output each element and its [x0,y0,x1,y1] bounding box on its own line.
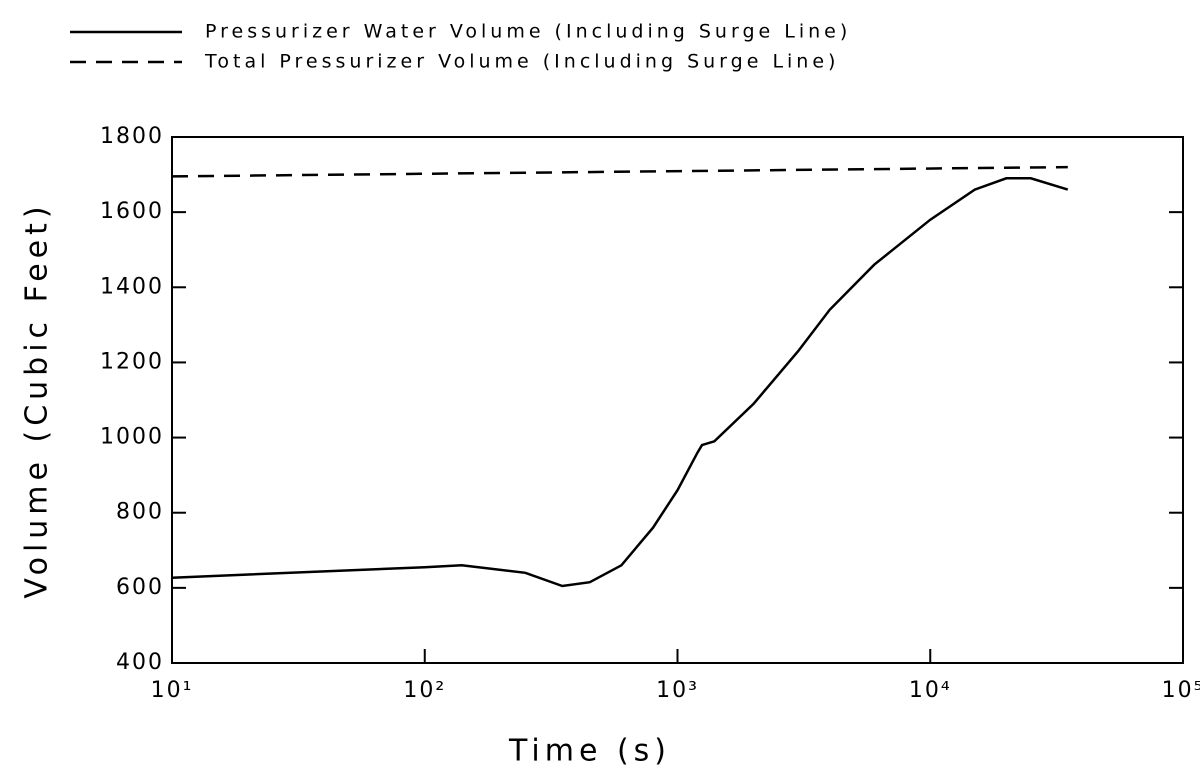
series-line [171,177,1069,588]
x-tick-label: 10¹ [151,678,194,703]
y-tick-label: 1000 [100,425,164,450]
y-tick-label: 800 [116,500,164,525]
plot-frame [171,136,1184,664]
y-tick-label: 600 [116,575,164,600]
series-line [171,165,1068,178]
x-axis-label: Time (s) [508,734,671,769]
x-tick-label: 10⁴ [909,678,952,703]
legend-label: Pressurizer Water Volume (Including Surg… [205,21,851,43]
y-tick-label: 1600 [100,199,164,224]
y-tick-label: 400 [116,650,164,675]
x-tick-label: 10⁵ [1162,678,1200,703]
y-tick-label: 1400 [100,274,164,299]
y-axis-label: Volume (Cubic Feet) [20,201,55,598]
x-tick-label: 10² [403,678,446,703]
y-tick-label: 1800 [100,124,164,149]
y-tick-label: 1200 [100,349,164,374]
x-tick-label: 10³ [656,678,699,703]
legend-label: Total Pressurizer Volume (Including Surg… [204,51,839,73]
